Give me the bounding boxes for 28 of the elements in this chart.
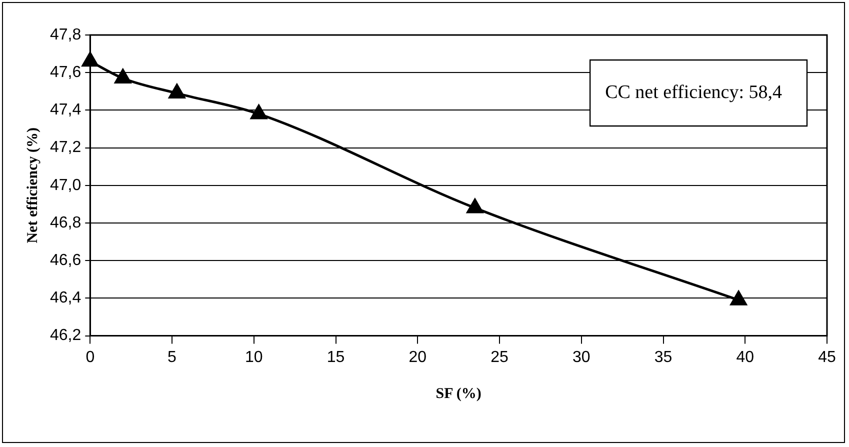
x-tick-label: 20 bbox=[408, 348, 427, 366]
x-axis-title: SF (%) bbox=[436, 386, 482, 402]
y-tick-label: 46,2 bbox=[50, 327, 82, 344]
y-tick-label: 46,4 bbox=[50, 290, 82, 307]
point bbox=[250, 104, 267, 120]
y-tick-label: 47,8 bbox=[50, 26, 82, 44]
x-tick-label: 25 bbox=[490, 348, 509, 366]
y-tick-label: 47,6 bbox=[50, 64, 82, 82]
x-tick-label: 30 bbox=[572, 348, 590, 366]
x-tick-label: 5 bbox=[168, 348, 177, 366]
x-tick-label: 10 bbox=[244, 348, 263, 366]
annotation: CC net efficiency: 58,4 bbox=[605, 82, 782, 103]
point bbox=[730, 290, 747, 306]
x-tick-label: 40 bbox=[736, 348, 754, 366]
x-tick-label: 35 bbox=[654, 348, 672, 366]
y-tick-label: 46,6 bbox=[50, 252, 82, 270]
point bbox=[466, 198, 484, 214]
y-tick-label: 47,4 bbox=[50, 102, 82, 119]
x-tick-label: 45 bbox=[818, 348, 836, 366]
y-axis-title: Net efficiency (%) bbox=[24, 128, 41, 244]
y-tick-label: 46,8 bbox=[50, 214, 82, 232]
point bbox=[114, 68, 132, 84]
y-tick-label: 47,0 bbox=[50, 176, 82, 194]
x-tick-label: 0 bbox=[86, 348, 95, 366]
x-tick-label: 15 bbox=[326, 348, 345, 366]
point bbox=[168, 84, 186, 99]
point bbox=[82, 52, 98, 67]
y-tick-label: 47,2 bbox=[50, 139, 82, 156]
